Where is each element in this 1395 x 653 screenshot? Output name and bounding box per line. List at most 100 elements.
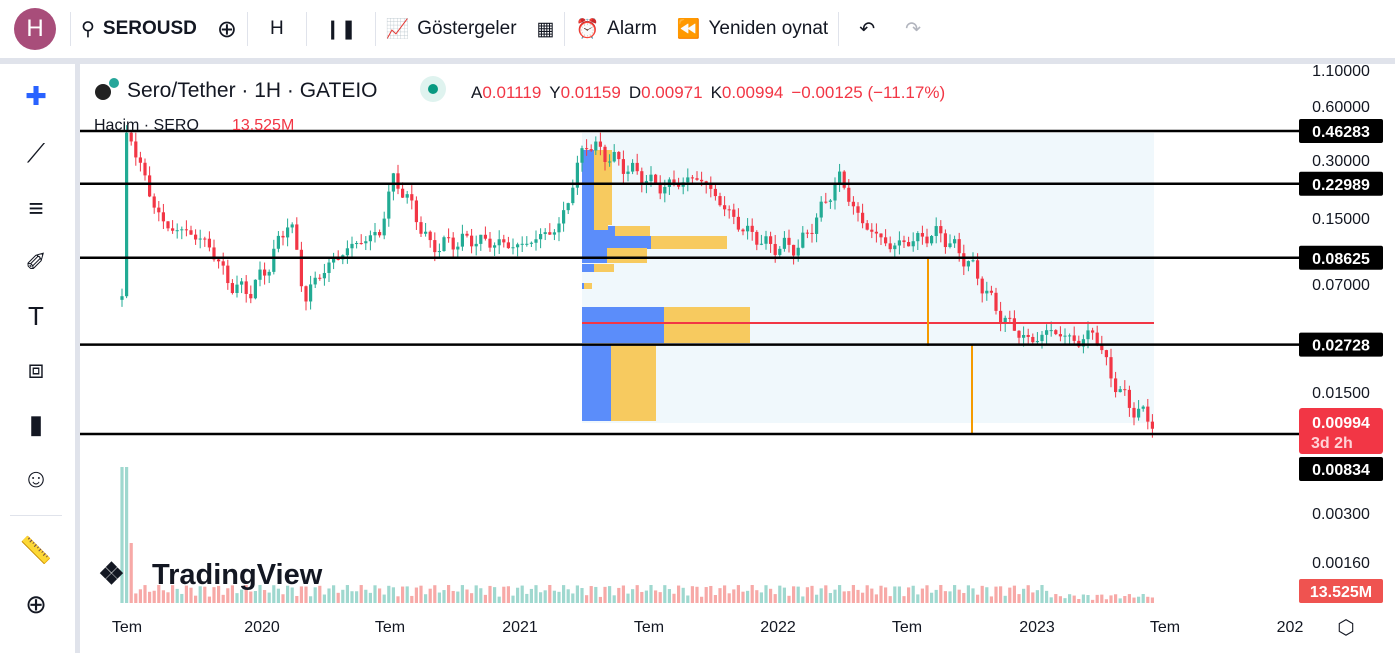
symbol-search-button[interactable]: ⚲ SEROUSD [71,0,207,58]
candle-body [1137,408,1141,418]
volume-badge [1299,579,1383,603]
candle-body [189,230,193,235]
candle-body [746,225,750,232]
price-tick: 0.00300 [1312,506,1370,523]
interval-button[interactable]: H [248,0,306,58]
candle-body [424,231,428,234]
volume-bar [971,588,975,603]
redo-icon: ↷ [905,18,922,40]
volume-bar [865,585,869,603]
smiley-icon: ☺ [22,462,50,493]
candle-body [552,232,556,235]
compare-button[interactable]: ⊕ [207,0,247,58]
symbol-label: SEROUSD [102,18,197,39]
indicators-label: Göstergeler [417,18,517,39]
volume-bar [171,585,175,603]
level-badge [1299,245,1383,270]
pattern-tool[interactable]: ⧈ [14,348,58,392]
layouts-button[interactable]: ▦ [527,0,565,58]
volume-bar [966,585,970,603]
volume-bar [401,586,405,603]
candle-body [378,232,382,236]
indicators-button[interactable]: 📈 Göstergeler [376,0,527,58]
volume-bar [1137,596,1141,603]
market-open-icon [428,84,438,94]
price-axis: 1.10000 0.60000 0.30000 0.15000 0.07000 0.015… [1312,63,1370,572]
volume-bar [861,592,865,603]
candle-body [920,233,924,237]
volume-bar [442,590,446,603]
volume-bar [350,591,354,603]
level-price: 0.02728 [1312,338,1370,355]
volume-bar [838,585,842,603]
candle-body [713,188,717,197]
prediction-tool[interactable]: ▮ [14,402,58,446]
candle-body [253,279,257,299]
tether-logo-icon [109,78,119,88]
time-tick: 2022 [760,619,796,636]
candle-body [1081,339,1085,347]
candle-body [948,243,952,248]
candle-body [773,243,777,255]
candle-body [456,246,460,250]
volume-bar [874,594,878,603]
undo-button[interactable]: ↶ [839,0,895,58]
volume-bar [801,596,805,603]
avatar[interactable]: H [14,8,56,50]
tradingview-watermark: ❖ TradingView [98,558,323,591]
volume-bar [341,589,345,603]
volume-bar [368,592,372,603]
text-tool[interactable]: T [14,294,58,338]
date-range-shade [582,133,1154,423]
volume-bar [1146,596,1150,603]
replay-button[interactable]: ⏪ Yeniden oynat [667,0,838,58]
volume-bar [1118,598,1122,603]
volume-bar [690,586,694,603]
candle-body [562,210,566,224]
alarm-clock-icon: ⏰ [575,19,600,40]
volume-bar [249,591,253,603]
volume-bar [355,591,359,603]
candle-body [120,296,124,300]
profile-bar-up [582,264,594,272]
volume-bar [598,596,602,603]
chart-type-button[interactable]: ❙❚ [307,0,375,58]
candle-body [1141,406,1145,409]
measure-tool[interactable]: 📏 [14,528,58,572]
redo-button[interactable]: ↷ [895,0,931,58]
crosshair-tool[interactable]: ✚ [14,74,58,118]
volume-bar [198,586,202,603]
settings-icon[interactable]: ⬡ [1337,617,1354,639]
candle-body [299,249,303,287]
candle-body [318,277,322,279]
profile-bar-down [664,307,750,343]
candle-body [833,184,837,201]
volume-bar [520,585,524,603]
volume-bar [833,589,837,603]
candle-body [387,191,391,219]
fib-tool[interactable]: ≡ [14,186,58,230]
brush-tool[interactable]: ✐ [14,240,58,284]
candle-body [460,233,464,247]
volume-bar [985,587,989,603]
volume-bar [410,595,414,603]
candle-body [865,223,869,230]
candle-body [902,240,906,243]
trendline-tool[interactable]: ⟋ [14,132,58,176]
volume-bar [851,585,855,603]
candle-body [654,174,658,184]
volume-bar [994,586,998,603]
zoom-tool[interactable]: ⊕ [14,582,58,626]
icons-tool[interactable]: ☺ [14,456,58,500]
volume-bar [516,587,520,603]
candle-body [184,229,188,231]
volume-bar [327,588,331,603]
candle-body [571,187,575,204]
candle-body [824,201,828,203]
alert-button[interactable]: ⏰ Alarm [565,0,666,58]
volume-bar [534,585,538,603]
candle-body [539,234,543,240]
candle-body [897,240,901,246]
volume-bar [474,585,478,603]
